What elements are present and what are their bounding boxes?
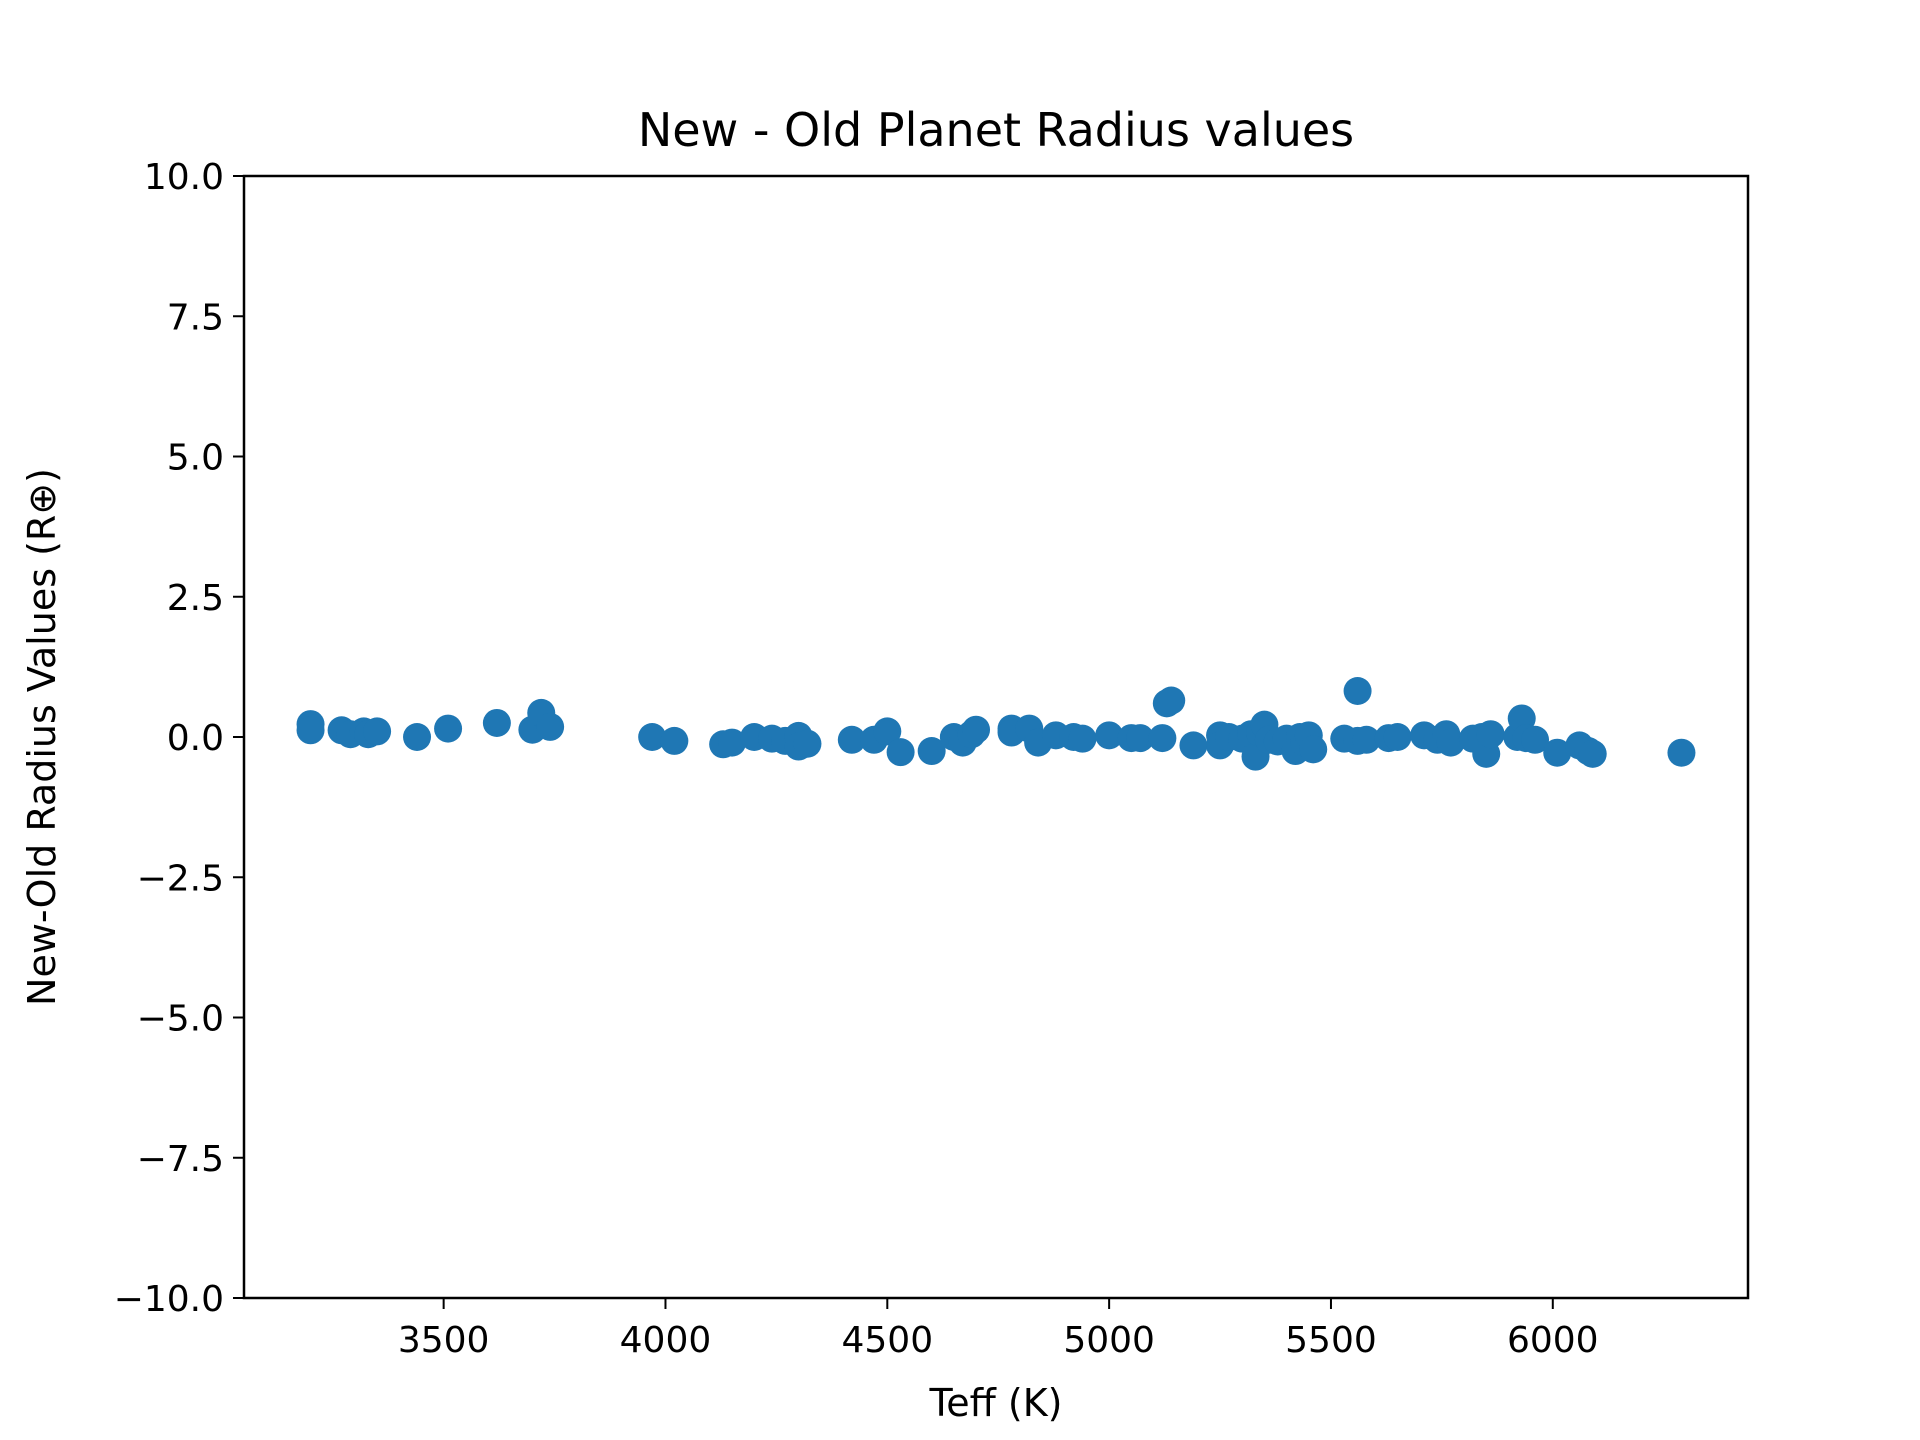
data-point <box>482 708 511 737</box>
data-point <box>1543 738 1572 767</box>
data-point <box>1179 731 1208 760</box>
data-point <box>1383 723 1412 751</box>
y-tick-label: −5.0 <box>137 999 224 1040</box>
y-tick-label: 0.0 <box>167 718 224 759</box>
y-tick-label: 2.5 <box>167 578 224 619</box>
data-point <box>917 737 946 766</box>
y-axis: 10.0 7.5 5.0 2.5 0.0 −2.5 −5.0 −7.5 −10.0 <box>114 157 244 1320</box>
data-point <box>1068 724 1097 753</box>
y-tick-label: 5.0 <box>167 438 224 479</box>
data-point <box>434 714 463 743</box>
data-point <box>1521 725 1550 754</box>
x-tick-label: 6000 <box>1507 1320 1599 1361</box>
data-point <box>1352 725 1381 754</box>
x-axis-label: Teff (K) <box>929 1381 1063 1425</box>
data-point <box>718 728 747 757</box>
data-point <box>1436 728 1465 757</box>
y-axis-label: New-Old Radius Values (R⊕) <box>20 468 64 1006</box>
data-point <box>1095 721 1124 750</box>
y-tick-label: −2.5 <box>137 858 224 899</box>
y-tick-label: −10.0 <box>114 1279 224 1320</box>
y-tick-label: −7.5 <box>137 1139 224 1180</box>
y-tick-label: 10.0 <box>144 157 224 198</box>
data-point <box>1299 735 1328 764</box>
data-points <box>296 677 1696 771</box>
data-point <box>1126 724 1155 753</box>
data-point <box>296 716 325 745</box>
y-tick-label: 7.5 <box>167 297 224 338</box>
data-point <box>1157 686 1186 715</box>
data-point <box>886 738 915 767</box>
x-tick-label: 5500 <box>1285 1320 1377 1361</box>
data-point <box>1578 739 1607 768</box>
data-point <box>793 729 822 758</box>
data-point <box>536 712 565 741</box>
data-point <box>1343 677 1372 705</box>
data-point <box>837 725 866 754</box>
x-tick-label: 4500 <box>841 1320 933 1361</box>
data-point <box>1667 738 1696 767</box>
x-tick-label: 4000 <box>620 1320 712 1361</box>
data-point <box>962 715 991 744</box>
chart-title: New - Old Planet Radius values <box>638 103 1354 157</box>
data-point <box>403 723 432 751</box>
data-point <box>1476 720 1505 749</box>
data-point <box>873 717 902 746</box>
x-tick-label: 3500 <box>398 1320 490 1361</box>
x-axis: 3500 4000 4500 5000 5500 6000 <box>398 1298 1599 1361</box>
data-point <box>363 717 392 746</box>
data-point <box>638 723 667 751</box>
data-point <box>1148 724 1177 753</box>
data-point <box>660 726 689 755</box>
x-tick-label: 5000 <box>1063 1320 1155 1361</box>
